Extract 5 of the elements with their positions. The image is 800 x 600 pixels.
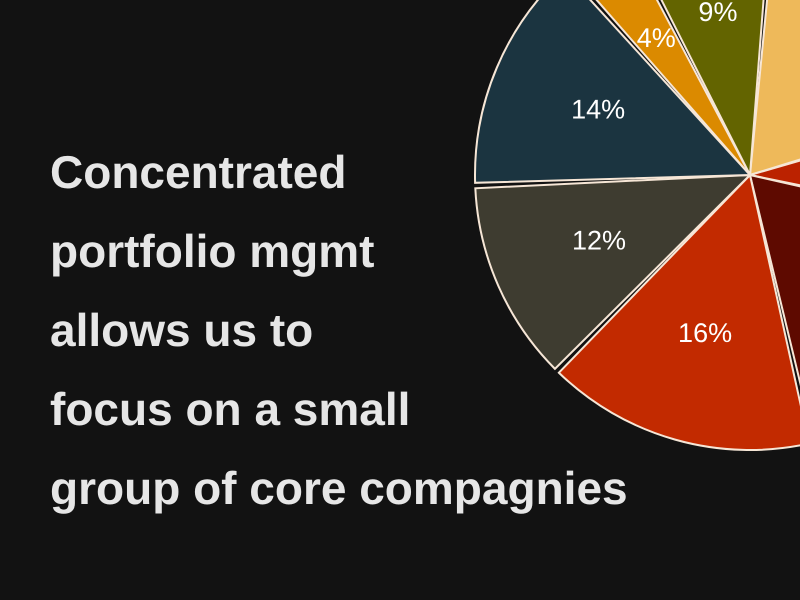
data-label: 14% [571, 94, 626, 125]
data-label: 4% [636, 23, 676, 54]
data-label: 16% [678, 318, 732, 348]
data-label: 9% [698, 0, 738, 28]
data-label: 12% [572, 226, 626, 256]
